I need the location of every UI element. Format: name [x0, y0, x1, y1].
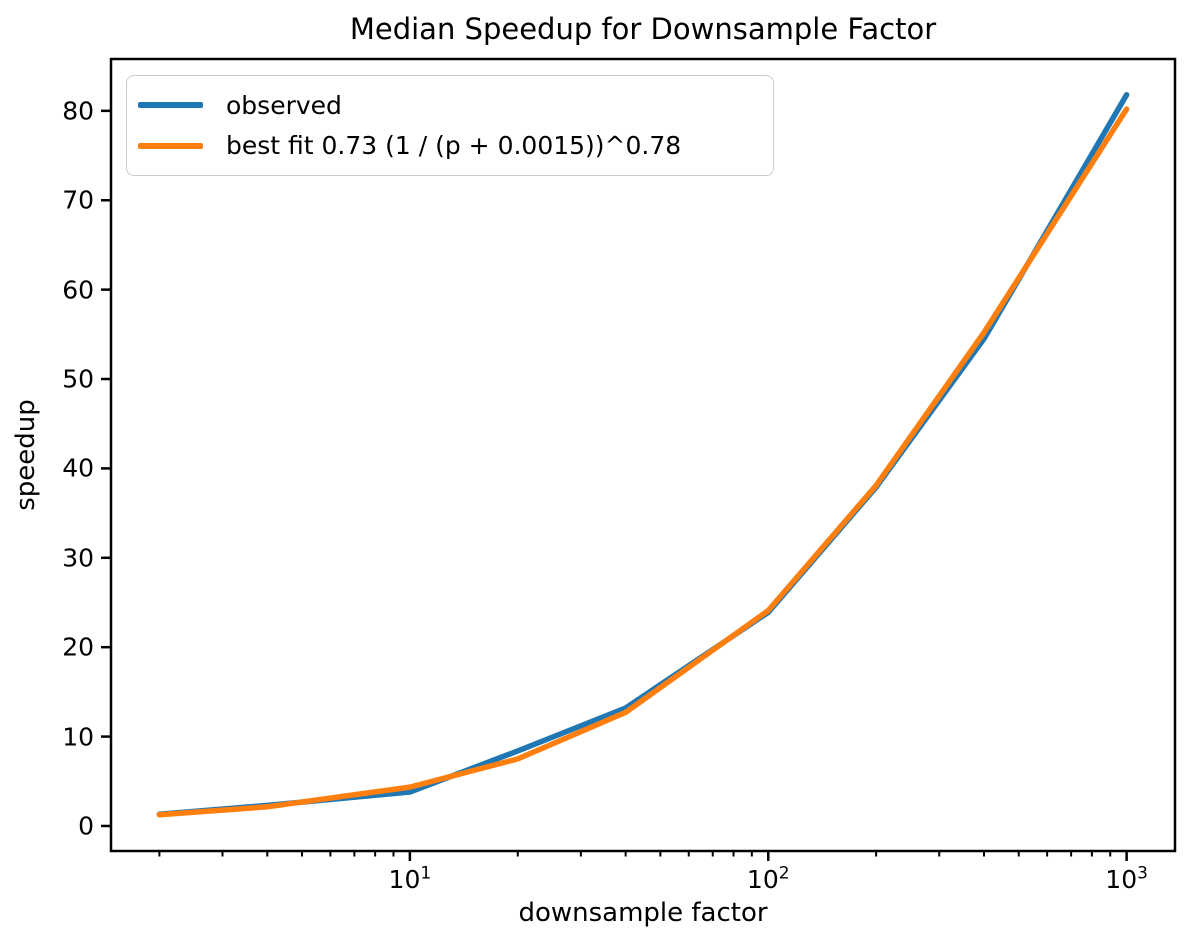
best-fit-line-swatch	[138, 143, 203, 149]
legend-entry-observed: observed	[127, 91, 773, 120]
legend: observed best fit 0.73 (1 / (p + 0.0015)…	[126, 75, 774, 176]
legend-label-best-fit: best fit 0.73 (1 / (p + 0.0015))^0.78	[226, 131, 682, 161]
legend-label-observed: observed	[226, 90, 342, 120]
observed-line-swatch	[138, 102, 203, 108]
observed-line	[156, 92, 1130, 818]
legend-entry-best-fit: best fit 0.73 (1 / (p + 0.0015))^0.78	[127, 131, 773, 160]
x-axis-label: downsample factor	[518, 898, 768, 928]
axes-spines	[109, 57, 1177, 853]
chart-title: Median Speedup for Downsample Factor	[349, 12, 937, 46]
y-axis-label: speedup	[11, 399, 41, 511]
best-fit-line	[156, 106, 1130, 818]
